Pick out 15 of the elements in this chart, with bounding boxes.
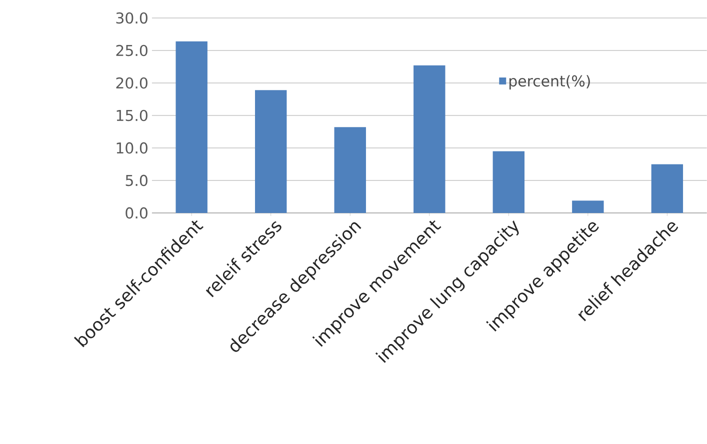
y-tick-label: 0.0 (126, 207, 148, 219)
bar (492, 151, 524, 214)
bar (334, 127, 366, 214)
y-tick-label: 10.0 (116, 142, 148, 154)
y-tick-label: 5.0 (126, 174, 148, 186)
legend-label: percent(%) (509, 75, 590, 90)
bar (255, 90, 287, 214)
bar (651, 164, 684, 214)
y-tick-label: 20.0 (116, 77, 148, 89)
bar (414, 65, 446, 214)
y-tick-label: 30.0 (116, 12, 148, 24)
y-tick-label: 25.0 (116, 44, 148, 56)
bar (176, 41, 208, 214)
y-tick-label: 15.0 (116, 110, 148, 122)
bar (572, 200, 604, 214)
